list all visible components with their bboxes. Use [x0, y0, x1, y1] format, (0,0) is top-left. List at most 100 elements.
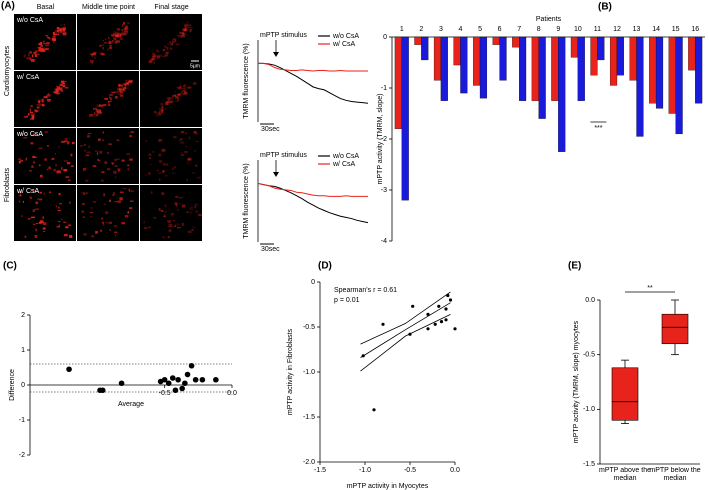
cell-signal: [189, 206, 193, 210]
y-tick-label: 0: [311, 279, 315, 286]
cell-signal: [45, 96, 49, 99]
x-axis-label: mPTP activity in Myocytes: [347, 483, 429, 490]
cell-signal: [143, 227, 148, 229]
cell-signal: [32, 223, 36, 225]
cell-signal: [26, 115, 28, 118]
cell-signal: [18, 200, 21, 203]
cell-signal: [172, 96, 174, 98]
cell-signal: [90, 207, 93, 209]
cell-signal: [38, 42, 43, 46]
cell-signal: [194, 206, 196, 209]
cell-signal: [97, 139, 100, 142]
cell-signal: [60, 27, 64, 31]
cell-signal: [184, 26, 187, 29]
cell-signal: [177, 99, 181, 101]
cell-signal: [43, 192, 45, 195]
bar: [492, 36, 500, 45]
cell-signal: [124, 79, 128, 82]
cell-signal: [30, 104, 33, 108]
cell-signal: [35, 201, 39, 204]
cell-signal: [94, 51, 97, 53]
cell-signal: [173, 166, 176, 169]
cell-signal: [32, 133, 37, 136]
series-line: [258, 62, 369, 104]
cell-signal: [90, 114, 94, 117]
cell-signal: [158, 172, 162, 174]
cell-signal: [110, 97, 112, 101]
cell-signal: [96, 152, 98, 156]
cell-signal: [63, 24, 65, 27]
cell-signal: [89, 212, 94, 214]
cell-signal: [170, 43, 173, 46]
cell-signal: [183, 87, 187, 89]
scale-bar-label: 30sec: [261, 246, 280, 253]
cell-signal: [189, 24, 192, 27]
cell-signal: [113, 37, 115, 40]
cell-signal: [165, 51, 169, 55]
point: [426, 327, 430, 331]
y-tick-label: -0.5: [303, 324, 315, 331]
y-axis-label: mPTP activity (TMRM, slope) myocytes: [573, 320, 580, 443]
point: [411, 304, 415, 308]
annotation: Spearman's r = 0.61: [334, 287, 397, 294]
cell-signal: [153, 54, 156, 57]
cell-signal: [62, 28, 66, 32]
point: [182, 380, 188, 387]
cell-signal: [43, 43, 46, 45]
cell-signal: [64, 138, 68, 140]
cell-signal: [60, 87, 63, 90]
micrograph: [140, 128, 202, 184]
cell-signal: [45, 95, 48, 98]
y-tick-label: -2: [381, 136, 387, 143]
cell-signal: [163, 214, 166, 218]
bar: [479, 36, 488, 99]
cell-signal: [169, 101, 173, 103]
bar: [649, 36, 657, 104]
cell-signal: [131, 190, 135, 193]
cell-signal: [36, 104, 38, 106]
x-tick-label: 1: [400, 26, 404, 33]
box: [661, 313, 689, 345]
cell-signal: [162, 49, 166, 51]
cell-signal: [157, 51, 161, 53]
cell-signal: [92, 201, 97, 203]
column-header: Middle time point: [82, 4, 135, 11]
cell-signal: [23, 115, 27, 117]
cell-signal: [116, 139, 120, 142]
cell-signal: [58, 193, 61, 195]
cell-signal: [107, 37, 110, 39]
bar: [531, 36, 539, 101]
cell-signal: [117, 33, 120, 36]
cell-signal: [45, 35, 49, 37]
cell-signal: [164, 211, 168, 213]
cell-signal: [52, 38, 56, 41]
cell-signal: [155, 49, 159, 53]
bar: [460, 36, 468, 94]
cell-signal: [160, 113, 162, 116]
cell-signal: [65, 176, 70, 178]
cell-signal: [127, 168, 130, 171]
cell-signal: [114, 158, 117, 161]
cell-signal: [62, 32, 67, 36]
cell-signal: [166, 100, 169, 103]
cell-signal: [121, 32, 126, 34]
cell-signal: [117, 170, 120, 172]
cell-signal: [58, 224, 60, 227]
cell-signal: [179, 84, 181, 87]
cell-signal: [83, 144, 86, 146]
cell-signal: [48, 191, 52, 194]
cell-signal: [92, 52, 96, 54]
legend-label: w/ CsA: [332, 161, 356, 168]
cell-signal: [18, 158, 22, 160]
cell-signal: [109, 47, 113, 49]
cell-signal: [118, 84, 121, 87]
legend-label: w/o CsA: [332, 153, 359, 160]
cell-signal: [169, 97, 173, 100]
x-tick-label-box: mPTP below the median: [649, 467, 700, 482]
cell-signal: [83, 232, 87, 236]
cell-signal: [42, 227, 46, 230]
cell-signal: [91, 235, 95, 238]
cell-signal: [117, 87, 121, 91]
cell-signal: [155, 112, 160, 114]
cell-signal: [107, 47, 109, 51]
